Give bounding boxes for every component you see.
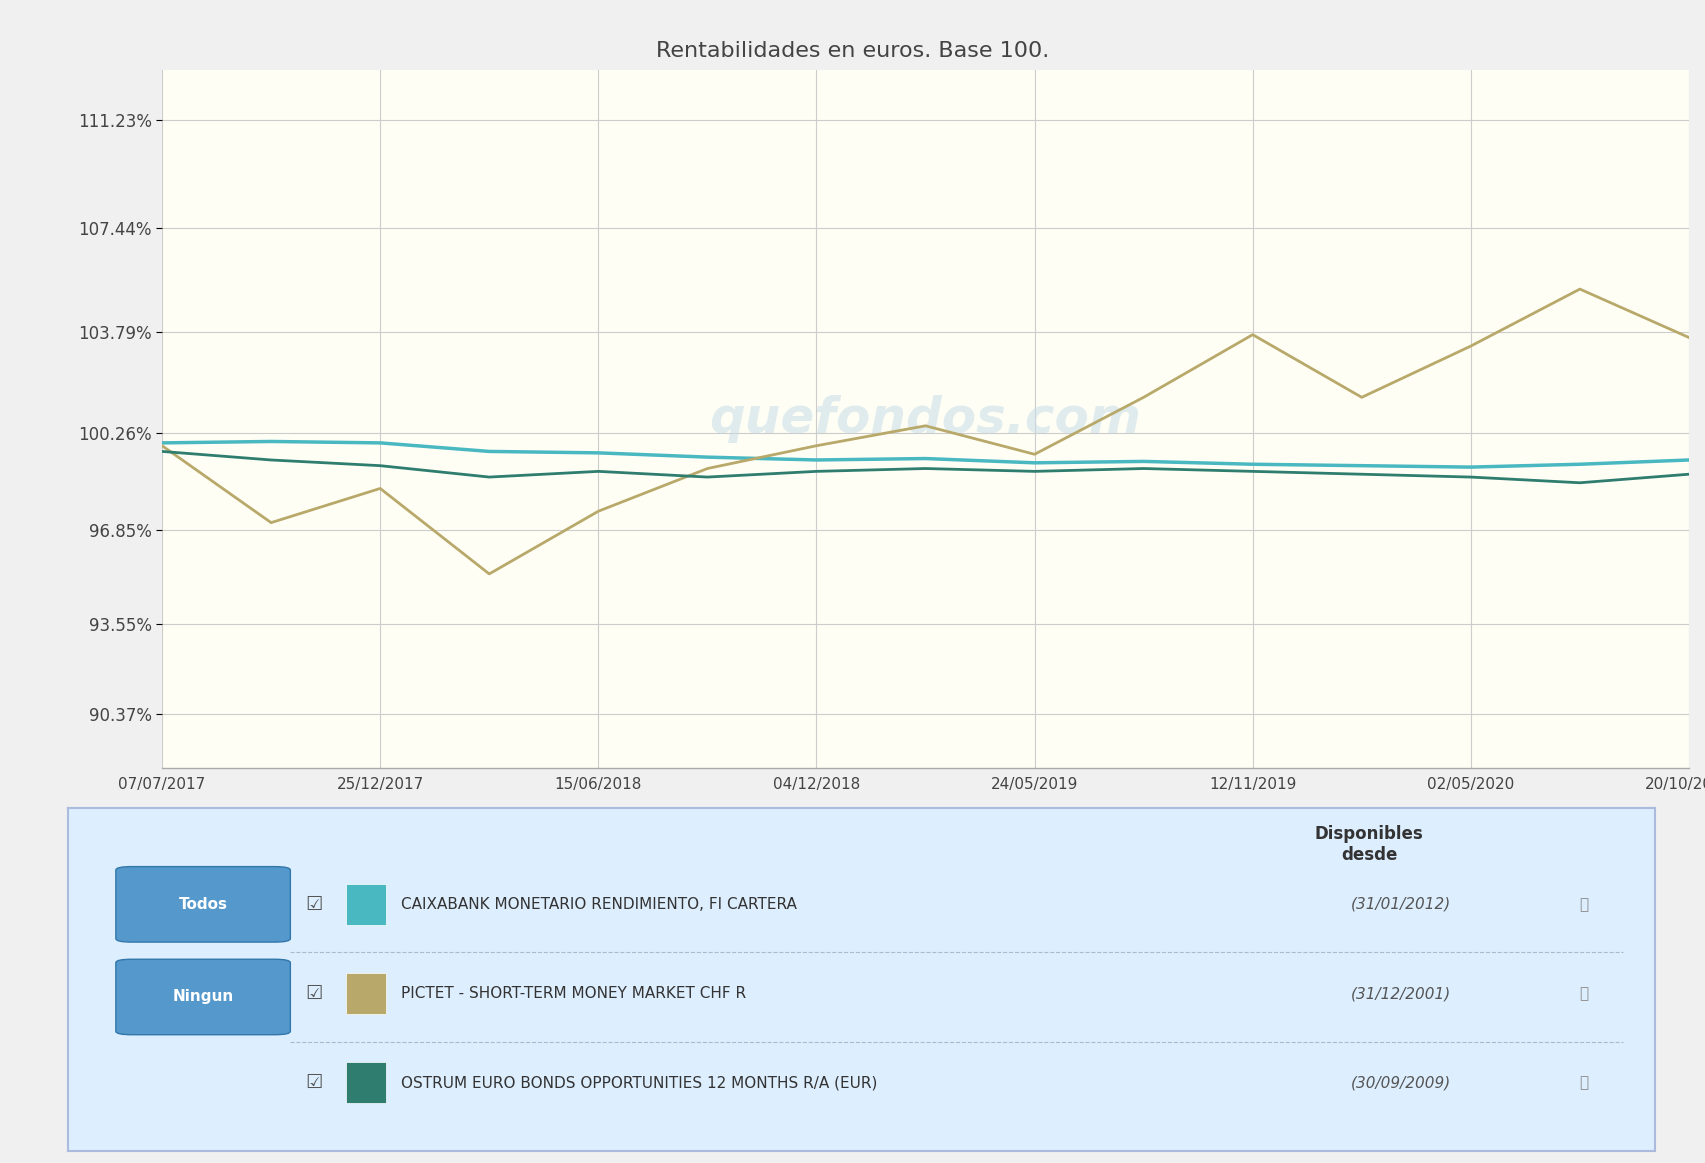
- Text: 🗎: 🗎: [1577, 1076, 1587, 1090]
- Bar: [346, 1062, 385, 1104]
- Text: ☑: ☑: [305, 984, 322, 1003]
- Text: Todos: Todos: [179, 897, 227, 912]
- Bar: [346, 973, 385, 1014]
- Text: 🗎: 🗎: [1577, 986, 1587, 1001]
- Text: OSTRUM EURO BONDS OPPORTUNITIES 12 MONTHS R/A (EUR): OSTRUM EURO BONDS OPPORTUNITIES 12 MONTH…: [401, 1076, 878, 1090]
- Bar: [346, 884, 385, 925]
- Text: (31/01/2012): (31/01/2012): [1350, 897, 1451, 912]
- Text: ☑: ☑: [305, 1073, 322, 1092]
- Text: (30/09/2009): (30/09/2009): [1350, 1076, 1451, 1090]
- Text: CAIXABANK MONETARIO RENDIMIENTO, FI CARTERA: CAIXABANK MONETARIO RENDIMIENTO, FI CART…: [401, 897, 796, 912]
- FancyBboxPatch shape: [116, 959, 290, 1035]
- Text: quefondos.com: quefondos.com: [709, 394, 1141, 443]
- Text: (31/12/2001): (31/12/2001): [1350, 986, 1451, 1001]
- Text: ☑: ☑: [305, 894, 322, 914]
- Text: Rentabilidades en euros. Base 100.: Rentabilidades en euros. Base 100.: [656, 41, 1049, 60]
- Text: PICTET - SHORT-TERM MONEY MARKET CHF R: PICTET - SHORT-TERM MONEY MARKET CHF R: [401, 986, 747, 1001]
- FancyBboxPatch shape: [116, 866, 290, 942]
- Text: Ningun: Ningun: [172, 990, 234, 1005]
- Text: Disponibles
desde: Disponibles desde: [1315, 826, 1422, 864]
- Text: 🗎: 🗎: [1577, 897, 1587, 912]
